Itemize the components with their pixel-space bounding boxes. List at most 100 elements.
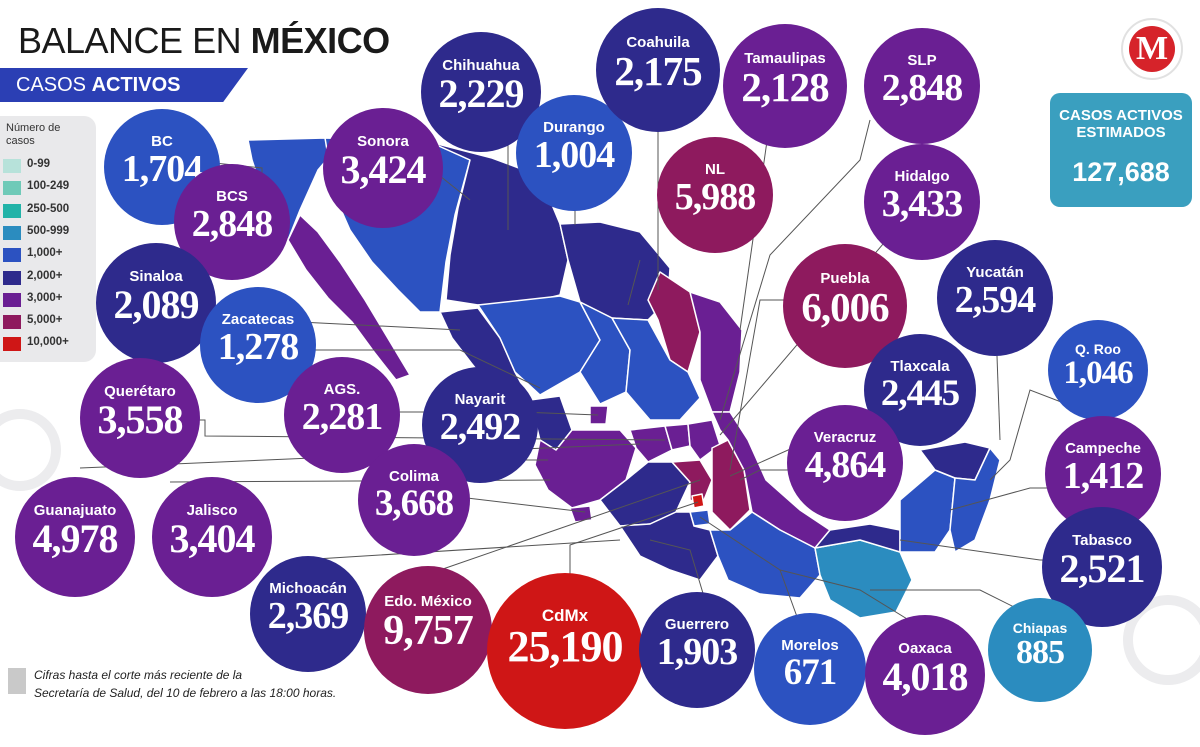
state-bubble-tlaxcala: Tlaxcala 2,445 — [864, 334, 976, 446]
legend-item: 500-999 — [3, 223, 93, 241]
legend-swatch — [3, 159, 21, 173]
state-value: 2,848 — [881, 67, 964, 110]
map-jalisco — [534, 429, 637, 509]
state-bubble-tamaulipas: Tamaulipas 2,128 — [723, 24, 847, 148]
state-name: Coahuila — [626, 34, 690, 52]
footnote-text: Cifras hasta el corte más reciente de la… — [34, 666, 374, 702]
state-name: Hidalgo — [894, 168, 950, 186]
state-bubble-guerrero: Guerrero 1,903 — [639, 592, 755, 708]
legend-item: 5,000+ — [3, 312, 93, 330]
state-name: Guanajuato — [33, 502, 117, 520]
state-value: 3,404 — [169, 516, 256, 562]
legend-swatch — [3, 181, 21, 196]
state-bubble-yucatán: Yucatán 2,594 — [937, 240, 1053, 356]
state-value: 5,988 — [674, 176, 757, 219]
state-value: 4,018 — [882, 654, 969, 700]
map-aguascalientes — [589, 405, 609, 425]
state-value: 25,190 — [507, 621, 624, 671]
legend-label: 10,000+ — [27, 336, 69, 349]
state-name: Colima — [388, 467, 439, 485]
legend-swatch — [3, 270, 21, 285]
legend-swatch — [3, 225, 21, 240]
title-part-2: MÉXICO — [250, 20, 391, 61]
legend-label: 5,000+ — [27, 314, 63, 327]
state-name: SLP — [907, 52, 937, 70]
legend-label: 3,000+ — [27, 291, 63, 304]
legend-label: 500-999 — [27, 224, 70, 237]
legend-title: Número de casos — [6, 122, 61, 147]
state-name: Morelos — [781, 636, 839, 654]
map-baja-california-sur — [287, 214, 411, 381]
state-name: Tamaulipas — [744, 50, 826, 68]
state-name: Puebla — [820, 270, 870, 288]
state-name: Tabasco — [1072, 532, 1132, 550]
state-value: 2,128 — [741, 64, 829, 111]
legend-item: 2,000+ — [3, 268, 93, 286]
state-bubble-michoacán: Michoacán 2,369 — [250, 556, 366, 672]
state-name: Sonora — [357, 133, 409, 151]
state-value: 2,229 — [438, 71, 525, 117]
state-value: 3,558 — [97, 397, 184, 443]
page-title: BALANCE EN MÉXICO — [18, 20, 390, 62]
state-name: CdMx — [541, 605, 589, 625]
state-name: NL — [705, 161, 725, 179]
state-name: Michoacán — [269, 580, 347, 598]
state-bubble-guanajuato: Guanajuato 4,978 — [15, 477, 135, 597]
state-value: 2,521 — [1059, 546, 1146, 592]
legend-item: 0-99 — [3, 156, 93, 174]
state-name: Sinaloa — [129, 268, 183, 286]
state-bubble-chiapas: Chiapas 885 — [988, 598, 1092, 702]
legend-item: 10,000+ — [3, 334, 93, 352]
estimated-cases-value: 127,688 — [1072, 157, 1170, 187]
legend-swatch — [3, 292, 21, 307]
map-campeche — [899, 469, 956, 553]
state-value: 3,668 — [374, 482, 454, 524]
state-name: BCS — [216, 188, 248, 206]
state-value: 1,903 — [656, 631, 739, 674]
legend-item: 3,000+ — [3, 290, 93, 308]
state-bubble-sinaloa: Sinaloa 2,089 — [96, 243, 216, 363]
state-value: 1,004 — [533, 134, 616, 177]
logo-letter: M — [1129, 26, 1175, 72]
map-slp — [611, 317, 701, 421]
state-name: Yucatán — [966, 264, 1024, 282]
state-bubble-sonora: Sonora 3,424 — [323, 108, 443, 228]
legend-label: 0-99 — [27, 158, 51, 170]
map-guanajuato — [629, 425, 673, 463]
state-name: Tlaxcala — [890, 357, 950, 375]
footnote-line-1: Cifras hasta el corte más reciente de la — [34, 668, 243, 682]
footnote: Cifras hasta el corte más reciente de la… — [8, 666, 368, 706]
state-value: 2,445 — [880, 372, 960, 414]
state-name: Querétaro — [104, 383, 176, 401]
legend: Número de casos 0-99 100-249 250-500 500-99… — [0, 116, 96, 362]
footnote-line-2: Secretaría de Salud, del 10 de febrero a… — [34, 686, 337, 700]
state-bubble-hidalgo: Hidalgo 3,433 — [864, 144, 980, 260]
state-name: Jalisco — [186, 502, 238, 520]
title-part-1: BALANCE EN — [18, 20, 251, 61]
footnote-marker — [8, 668, 26, 694]
state-name: Guerrero — [664, 616, 730, 634]
legend-label: 1,000+ — [27, 247, 63, 260]
map-colima — [569, 505, 593, 523]
state-name: Q. Roo — [1075, 341, 1121, 357]
state-bubble-edo-méxico: Edo. México 9,757 — [364, 566, 492, 694]
legend-item: 1,000+ — [3, 245, 93, 263]
subtitle-ribbon: CASOS ACTIVOS — [0, 68, 248, 102]
state-bubble-oaxaca: Oaxaca 4,018 — [865, 615, 985, 735]
state-bubble-nl: NL 5,988 — [657, 137, 773, 253]
legend-label: 100-249 — [27, 180, 70, 193]
state-value: 6,006 — [801, 284, 889, 331]
state-name: Veracruz — [813, 429, 877, 447]
legend-swatch — [3, 203, 21, 218]
legend-label: 2,000+ — [27, 269, 63, 282]
state-name: Chihuahua — [442, 57, 520, 75]
state-bubble-jalisco: Jalisco 3,404 — [152, 477, 272, 597]
state-value: 2,175 — [614, 48, 702, 95]
state-bubble-q-roo: Q. Roo 1,046 — [1048, 320, 1148, 420]
state-name: Oaxaca — [898, 640, 952, 658]
state-value: 1,046 — [1063, 355, 1133, 391]
state-value: 3,424 — [340, 147, 427, 193]
